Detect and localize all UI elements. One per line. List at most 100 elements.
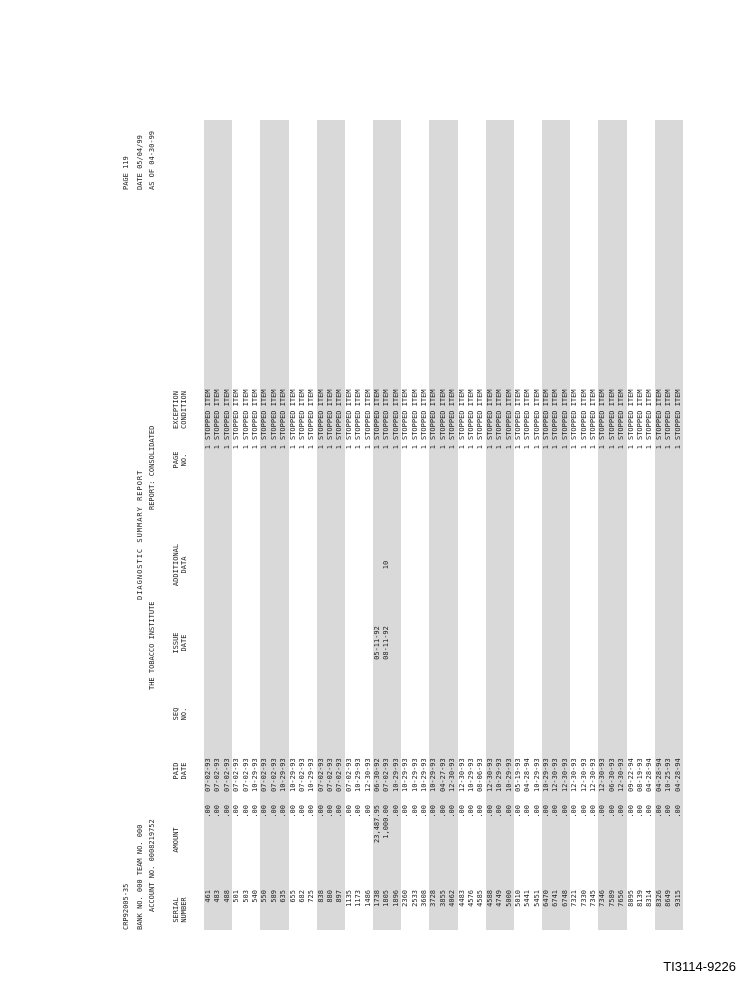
paid-date: 12-30-93: [598, 758, 607, 792]
table-row: 880 .00 07-02-93 1 STOPPED ITEM: [326, 120, 336, 930]
report-id: CRP92005-35: [122, 883, 130, 930]
table-row: 8314 .00 04-28-94 1 STOPPED ITEM: [645, 120, 654, 930]
report: CRP92005-35 BANK NO. 000 TEAM NO. 000 AC…: [120, 120, 700, 930]
page-no: 1: [354, 445, 363, 450]
serial-number: 503: [241, 890, 250, 903]
exception-condition: STOPPED ITEM: [654, 389, 663, 440]
page-no: 1: [513, 445, 522, 450]
page-no: 1: [466, 445, 475, 450]
additional-data: 10: [382, 560, 391, 570]
column-header: AMOUNT: [172, 827, 180, 853]
amount: .00: [391, 805, 400, 818]
amount: .00: [279, 805, 288, 818]
table-row: 9315 .00 04-28-94 1 STOPPED ITEM: [673, 120, 683, 930]
amount: .00: [316, 805, 325, 818]
paid-date: 07-02-93: [260, 758, 269, 792]
exception-condition: STOPPED ITEM: [373, 389, 382, 440]
report-header: CRP92005-35 BANK NO. 000 TEAM NO. 000 AC…: [120, 120, 200, 930]
exception-condition: STOPPED ITEM: [466, 389, 475, 440]
paid-date: 07-02-93: [241, 758, 250, 792]
column-header: ISSUE DATE: [172, 632, 188, 654]
page-no: 1: [279, 445, 288, 450]
table-row: 8649 .00 10-25-93 1 STOPPED ITEM: [664, 120, 674, 930]
column-header: EXCEPTION CONDITION: [172, 391, 188, 429]
serial-number: 1173: [354, 890, 363, 907]
page-no: 1: [523, 445, 532, 450]
table-row: 682 .00 07-02-93 1 STOPPED ITEM: [298, 120, 307, 930]
bank-line: BANK NO. 000 TEAM NO. 000: [136, 824, 144, 930]
amount: .00: [635, 805, 644, 818]
amount: .00: [297, 805, 306, 818]
exception-condition: STOPPED ITEM: [419, 389, 428, 440]
amount: .00: [560, 805, 569, 818]
page-no: 1: [335, 445, 344, 450]
table-row: 897 .00 07-02-93 1 STOPPED ITEM: [335, 120, 345, 930]
as-of-date: AS OF 04-30-99: [148, 130, 156, 190]
amount: .00: [363, 805, 372, 818]
paid-date: 09-22-94: [626, 758, 635, 792]
paid-date: 04-28-94: [654, 758, 663, 792]
amount: .00: [551, 805, 560, 818]
table-row: 483 .00 07-02-93 1 STOPPED ITEM: [213, 120, 223, 930]
amount: .00: [250, 805, 259, 818]
paid-date: 07-02-93: [316, 758, 325, 792]
serial-number: 9315: [673, 890, 682, 907]
serial-number: 4062: [448, 890, 457, 907]
serial-number: 6741: [551, 890, 560, 907]
table-row: 1486 .00 12-30-93 1 STOPPED ITEM: [364, 120, 373, 930]
page-no: 1: [654, 445, 663, 450]
page-no: 1: [391, 445, 400, 450]
table-row: 589 .00 07-02-93 1 STOPPED ITEM: [269, 120, 280, 930]
amount: .00: [598, 805, 607, 818]
paid-date: 07-02-93: [232, 758, 241, 792]
amount: .00: [269, 805, 278, 818]
serial-number: 3608: [419, 890, 428, 907]
paid-date: 07-02-93: [204, 758, 212, 792]
page-no: 1: [664, 445, 673, 450]
page-no: 1: [635, 445, 644, 450]
paid-date: 06-30-92: [373, 758, 382, 792]
exception-condition: STOPPED ITEM: [410, 389, 419, 440]
table-row: 3855 .00 04-27-93 1 STOPPED ITEM: [438, 120, 449, 930]
table-row: 6741 .00 12-30-93 1 STOPPED ITEM: [551, 120, 561, 930]
amount: .00: [485, 805, 494, 818]
amount: .00: [664, 805, 673, 818]
exception-condition: STOPPED ITEM: [222, 389, 231, 440]
exception-condition: STOPPED ITEM: [448, 389, 457, 440]
amount: .00: [617, 805, 626, 818]
amount: .00: [495, 805, 504, 818]
page-no: 1: [438, 445, 447, 450]
page-no: 1: [626, 445, 635, 450]
exception-condition: STOPPED ITEM: [232, 389, 241, 440]
page-no: 1: [288, 445, 297, 450]
serial-number: 5451: [532, 890, 541, 907]
amount: .00: [645, 805, 654, 818]
page-no: 1: [532, 445, 541, 450]
serial-number: 5441: [523, 890, 532, 907]
exception-condition: STOPPED ITEM: [288, 389, 297, 440]
table-row: 488 .00 07-02-93 1 STOPPED ITEM: [222, 120, 233, 930]
paid-date: 05-19-93: [513, 758, 522, 792]
serial-number: 4588: [485, 890, 494, 907]
page-no: 1: [495, 445, 504, 450]
table-row: 1173 .00 10-29-93 1 STOPPED ITEM: [354, 120, 363, 930]
paid-date: 10-29-93: [307, 758, 316, 792]
amount: .00: [204, 805, 212, 818]
exception-condition: STOPPED ITEM: [664, 389, 673, 440]
serial-number: 2533: [410, 890, 419, 907]
exception-condition: STOPPED ITEM: [635, 389, 644, 440]
exception-condition: STOPPED ITEM: [513, 389, 522, 440]
amount: .00: [213, 805, 222, 818]
exception-condition: STOPPED ITEM: [382, 389, 391, 440]
paid-date: 12-30-93: [485, 758, 494, 792]
table-row: 4576 .00 10-29-93 1 STOPPED ITEM: [467, 120, 476, 930]
serial-number: 838: [316, 890, 325, 903]
amount: .00: [542, 805, 551, 818]
paid-date: 10-29-93: [466, 758, 475, 792]
table-row: 7589 .00 06-30-93 1 STOPPED ITEM: [607, 120, 618, 930]
amount: .00: [241, 805, 250, 818]
report-date: DATE 05/04/99: [136, 135, 144, 190]
page-no: 1: [297, 445, 306, 450]
serial-number: 6470: [542, 890, 551, 907]
